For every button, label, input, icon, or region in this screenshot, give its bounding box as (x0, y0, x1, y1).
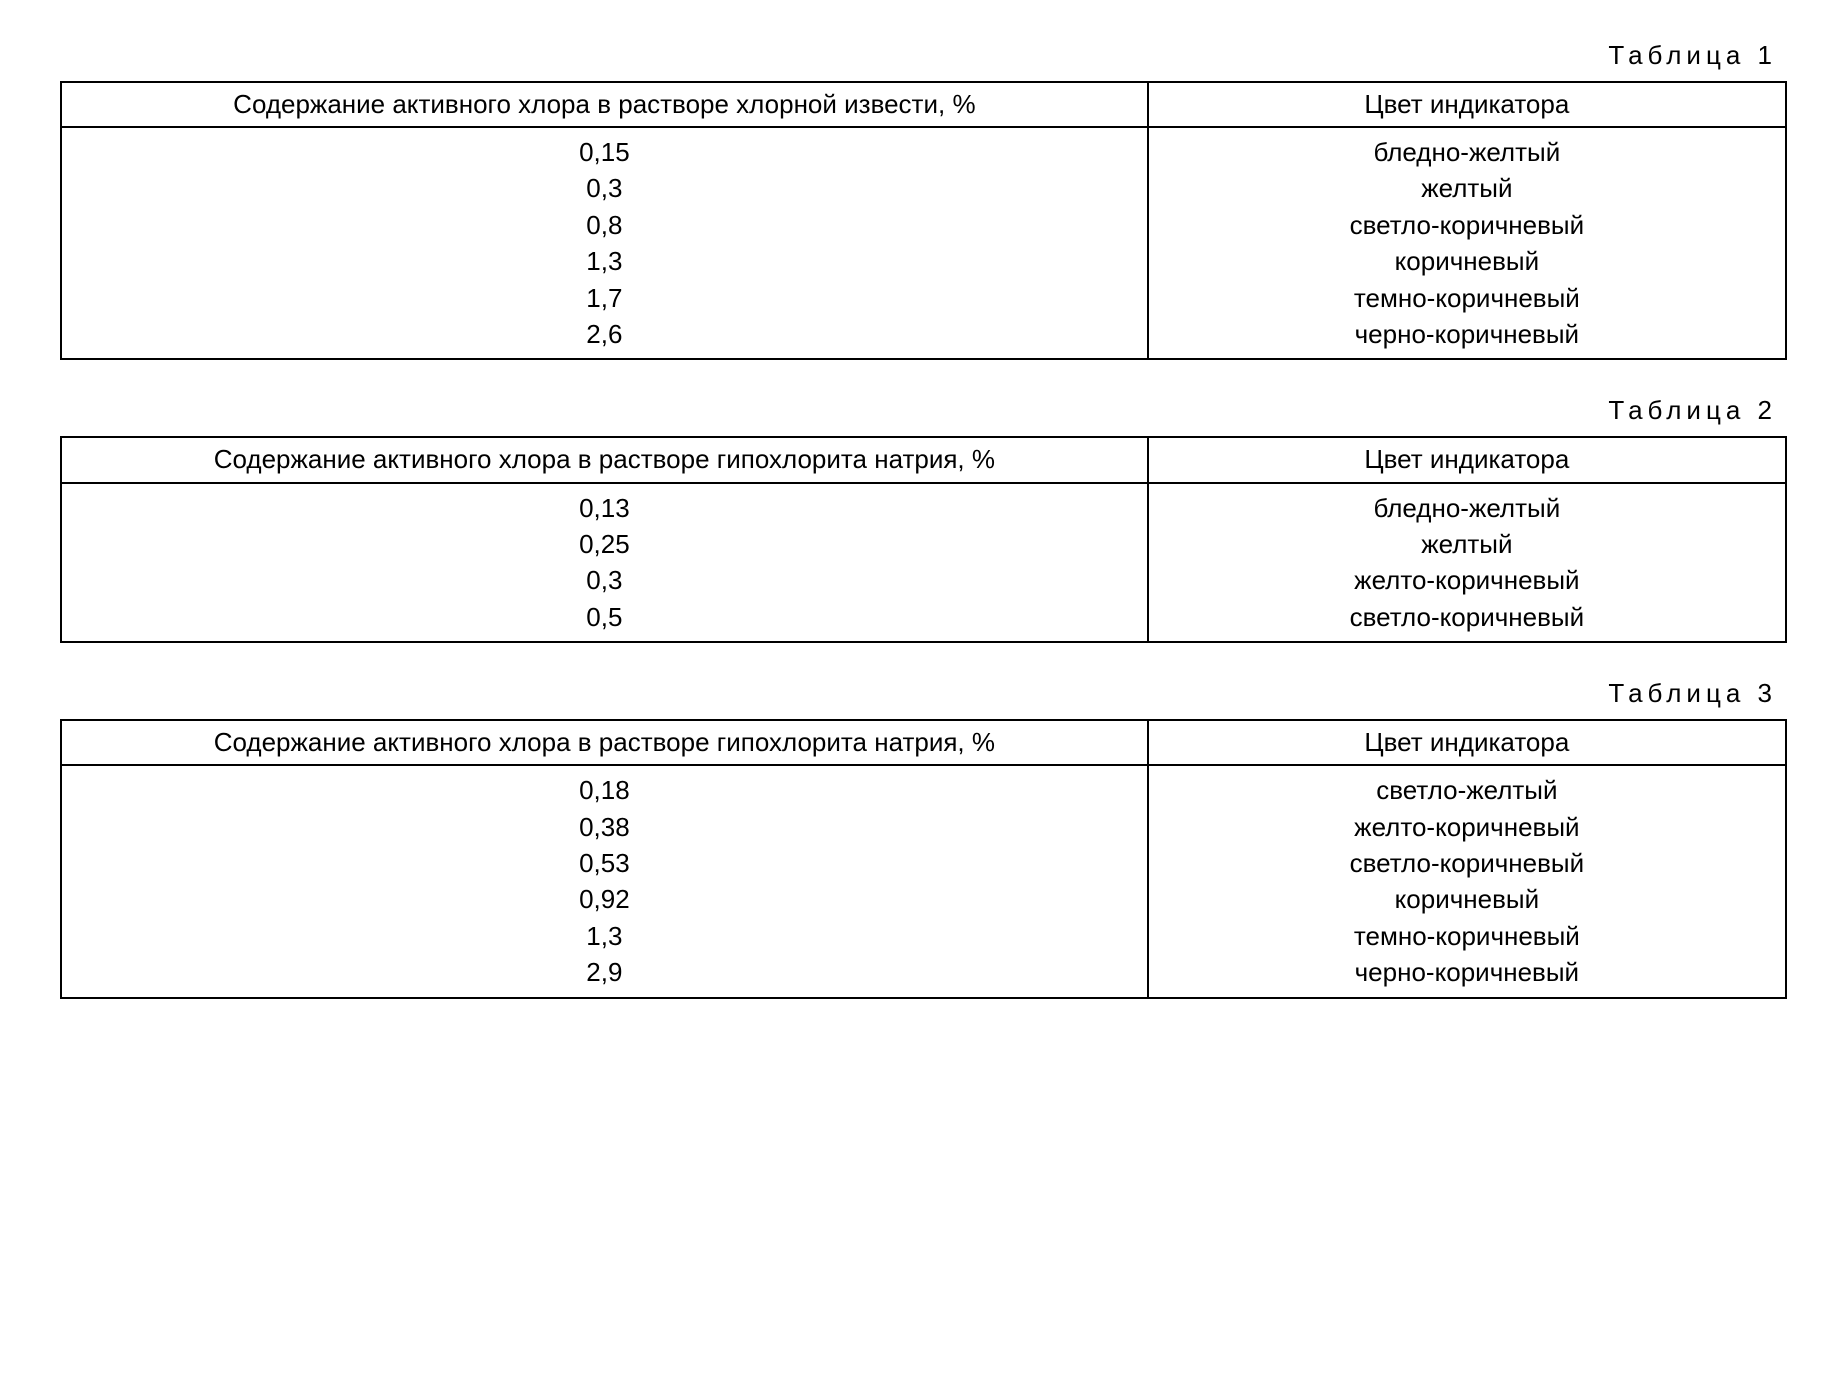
table-2-values-col: 0,13 0,25 0,3 0,5 (61, 483, 1148, 643)
table-3-header-col-2: Цвет индикатора (1148, 720, 1786, 765)
table-caption-1: Таблица 1 (60, 40, 1787, 71)
table-1-header-row: Содержание активного хлора в растворе хл… (61, 82, 1786, 127)
table-3-color: светло-желтый (1159, 772, 1775, 808)
table-2-header-row: Содержание активного хлора в растворе ги… (61, 437, 1786, 482)
table-2-color: бледно-желтый (1159, 490, 1775, 526)
table-2-header-col-1: Содержание активного хлора в растворе ги… (61, 437, 1148, 482)
table-3-color: коричневый (1159, 881, 1775, 917)
table-1-value: 1,3 (72, 243, 1137, 279)
table-3-color: темно-коричневый (1159, 918, 1775, 954)
table-3-value: 0,18 (72, 772, 1137, 808)
table-caption-2: Таблица 2 (60, 395, 1787, 426)
table-1-color: коричневый (1159, 243, 1775, 279)
table-3-values-col: 0,18 0,38 0,53 0,92 1,3 2,9 (61, 765, 1148, 997)
table-1-color: темно-коричневый (1159, 280, 1775, 316)
table-2-color: светло-коричневый (1159, 599, 1775, 635)
table-1: Содержание активного хлора в растворе хл… (60, 81, 1787, 360)
table-3-color: черно-коричневый (1159, 954, 1775, 990)
table-1-data-row: 0,15 0,3 0,8 1,3 1,7 2,6 бледно-желтый ж… (61, 127, 1786, 359)
table-1-colors-col: бледно-желтый желтый светло-коричневый к… (1148, 127, 1786, 359)
table-3-value: 0,53 (72, 845, 1137, 881)
table-1-header-col-1: Содержание активного хлора в растворе хл… (61, 82, 1148, 127)
table-2-header-col-2: Цвет индикатора (1148, 437, 1786, 482)
table-1-value: 0,8 (72, 207, 1137, 243)
table-3-header-row: Содержание активного хлора в растворе ги… (61, 720, 1786, 765)
table-1-value: 0,3 (72, 170, 1137, 206)
table-2: Содержание активного хлора в растворе ги… (60, 436, 1787, 643)
table-1-color: черно-коричневый (1159, 316, 1775, 352)
table-2-value: 0,5 (72, 599, 1137, 635)
table-3-data-row: 0,18 0,38 0,53 0,92 1,3 2,9 светло-желты… (61, 765, 1786, 997)
table-2-value: 0,13 (72, 490, 1137, 526)
table-3-colors-col: светло-желтый желто-коричневый светло-ко… (1148, 765, 1786, 997)
table-2-value: 0,25 (72, 526, 1137, 562)
table-caption-3: Таблица 3 (60, 678, 1787, 709)
table-3-value: 0,38 (72, 809, 1137, 845)
table-3-header-col-1: Содержание активного хлора в растворе ги… (61, 720, 1148, 765)
table-2-colors-col: бледно-желтый желтый желто-коричневый св… (1148, 483, 1786, 643)
table-3-color: желто-коричневый (1159, 809, 1775, 845)
table-2-value: 0,3 (72, 562, 1137, 598)
table-3-value: 2,9 (72, 954, 1137, 990)
table-1-value: 0,15 (72, 134, 1137, 170)
table-2-color: желтый (1159, 526, 1775, 562)
table-3-value: 0,92 (72, 881, 1137, 917)
table-3-color: светло-коричневый (1159, 845, 1775, 881)
table-1-header-col-2: Цвет индикатора (1148, 82, 1786, 127)
table-1-value: 1,7 (72, 280, 1137, 316)
table-1-value: 2,6 (72, 316, 1137, 352)
table-2-color: желто-коричневый (1159, 562, 1775, 598)
table-3-value: 1,3 (72, 918, 1137, 954)
table-3: Содержание активного хлора в растворе ги… (60, 719, 1787, 998)
table-1-color: бледно-желтый (1159, 134, 1775, 170)
table-1-color: желтый (1159, 170, 1775, 206)
table-2-data-row: 0,13 0,25 0,3 0,5 бледно-желтый желтый ж… (61, 483, 1786, 643)
table-1-values-col: 0,15 0,3 0,8 1,3 1,7 2,6 (61, 127, 1148, 359)
table-1-color: светло-коричневый (1159, 207, 1775, 243)
